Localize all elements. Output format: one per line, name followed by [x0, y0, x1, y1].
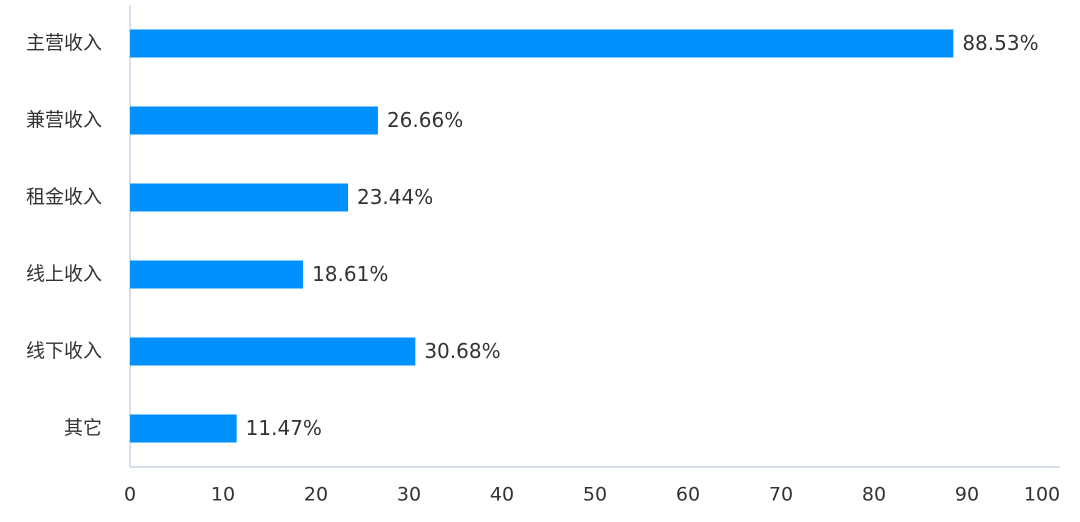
- x-tick-label: 0: [124, 484, 136, 506]
- bar: [130, 29, 954, 58]
- y-tick-label: 线上收入: [26, 263, 102, 285]
- x-tick-label: 70: [769, 484, 793, 506]
- y-tick-label: 租金收入: [26, 186, 102, 208]
- x-tick-label: 10: [211, 484, 235, 506]
- y-tick-label: 其它: [64, 417, 102, 439]
- value-label: 18.61%: [312, 262, 388, 286]
- x-tick-label: 30: [397, 484, 421, 506]
- y-tick-label: 主营收入: [26, 32, 102, 54]
- x-tick-label: 60: [676, 484, 700, 506]
- bar: [130, 260, 304, 289]
- value-label: 11.47%: [246, 416, 322, 440]
- value-label: 88.53%: [962, 31, 1038, 55]
- value-label: 26.66%: [387, 108, 463, 132]
- value-label: 23.44%: [357, 185, 433, 209]
- bar: [130, 337, 416, 366]
- bar: [130, 414, 237, 443]
- bar: [130, 183, 348, 212]
- x-tick-label: 40: [490, 484, 514, 506]
- y-tick-label: 线下收入: [26, 340, 102, 362]
- bar: [130, 106, 378, 135]
- y-tick-label: 兼营收入: [26, 109, 102, 131]
- x-tick-label: 90: [955, 484, 979, 506]
- x-tick-label: 50: [583, 484, 607, 506]
- value-label: 30.68%: [424, 339, 500, 363]
- x-tick-label: 20: [304, 484, 328, 506]
- x-tick-label: 100: [1024, 484, 1060, 506]
- x-tick-label: 80: [862, 484, 886, 506]
